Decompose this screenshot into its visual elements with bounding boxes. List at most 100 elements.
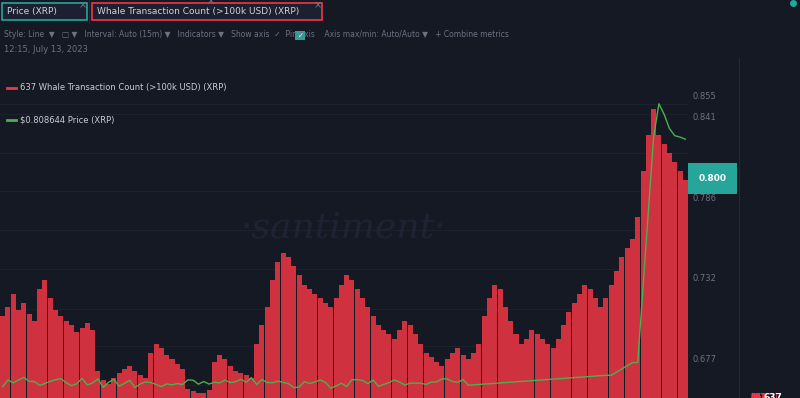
Bar xyxy=(254,343,259,398)
Bar xyxy=(26,314,32,398)
Bar xyxy=(619,258,624,398)
Bar xyxy=(307,289,312,398)
Bar xyxy=(10,294,16,398)
Bar xyxy=(180,369,185,398)
Text: ·santiment·: ·santiment· xyxy=(241,211,447,245)
Bar xyxy=(550,348,555,398)
Bar xyxy=(202,392,206,398)
Text: 0.732: 0.732 xyxy=(693,274,717,283)
Bar xyxy=(143,378,148,398)
Text: $0.808644 Price (XRP): $0.808644 Price (XRP) xyxy=(20,115,114,124)
FancyBboxPatch shape xyxy=(92,3,322,20)
Text: 402: 402 xyxy=(750,393,766,398)
Bar xyxy=(630,239,635,398)
Text: 637: 637 xyxy=(763,393,782,398)
Bar xyxy=(297,275,302,398)
Bar xyxy=(265,307,270,398)
Bar xyxy=(418,343,423,398)
Text: 160: 160 xyxy=(750,393,766,398)
Bar xyxy=(42,280,47,398)
Bar xyxy=(651,109,656,398)
Bar xyxy=(37,289,42,398)
Text: ✓: ✓ xyxy=(298,33,304,39)
Text: 241: 241 xyxy=(750,393,766,398)
Bar xyxy=(492,285,498,398)
Bar xyxy=(577,294,582,398)
Bar xyxy=(249,378,254,398)
Text: 0.786: 0.786 xyxy=(693,194,717,203)
Bar xyxy=(566,312,571,398)
Bar xyxy=(16,310,21,398)
FancyBboxPatch shape xyxy=(295,31,305,40)
Text: 0.841: 0.841 xyxy=(693,113,717,122)
Bar xyxy=(243,375,249,398)
Bar xyxy=(190,391,196,398)
Bar xyxy=(53,310,58,398)
Bar xyxy=(6,307,10,398)
Bar xyxy=(170,359,174,398)
Bar xyxy=(461,355,466,398)
Bar xyxy=(64,321,69,398)
Bar xyxy=(376,326,381,398)
Bar xyxy=(572,303,577,398)
Text: 637 Whale Transaction Count (>100k USD) (XRP): 637 Whale Transaction Count (>100k USD) … xyxy=(20,84,226,92)
Bar xyxy=(683,180,688,398)
Bar xyxy=(667,153,672,398)
Bar xyxy=(154,343,158,398)
Bar xyxy=(413,334,418,398)
Bar xyxy=(48,298,53,398)
Text: Style: Line  ▼   □ ▼   Interval: Auto (15m) ▼   Indicators ▼   Show axis  ✓  Pin: Style: Line ▼ □ ▼ Interval: Auto (15m) ▼… xyxy=(4,30,509,39)
Bar xyxy=(360,298,365,398)
Bar xyxy=(614,271,619,398)
Bar xyxy=(514,334,518,398)
FancyBboxPatch shape xyxy=(688,163,738,194)
Bar xyxy=(392,339,397,398)
Bar xyxy=(423,353,429,398)
Text: ×: × xyxy=(79,0,87,10)
Bar xyxy=(159,348,164,398)
Bar xyxy=(471,353,476,398)
Text: 0.800: 0.800 xyxy=(698,174,726,183)
Bar xyxy=(302,285,307,398)
Bar xyxy=(238,373,243,398)
Bar xyxy=(164,355,170,398)
Bar xyxy=(217,355,222,398)
Bar xyxy=(487,298,492,398)
Bar xyxy=(498,289,502,398)
Bar xyxy=(69,326,74,398)
Bar xyxy=(74,332,79,398)
Text: 0: 0 xyxy=(750,394,756,398)
Bar xyxy=(482,316,486,398)
Bar xyxy=(561,326,566,398)
Bar xyxy=(439,366,445,398)
Bar xyxy=(339,285,344,398)
Bar xyxy=(370,316,376,398)
Bar xyxy=(546,343,550,398)
Bar xyxy=(58,316,63,398)
Bar xyxy=(127,366,132,398)
Bar xyxy=(106,384,111,398)
Text: 80.421: 80.421 xyxy=(750,394,779,398)
Bar xyxy=(174,364,180,398)
Bar xyxy=(556,339,561,398)
Text: ×: × xyxy=(207,0,215,6)
Bar xyxy=(85,323,90,398)
FancyBboxPatch shape xyxy=(2,3,87,20)
Bar xyxy=(286,258,291,398)
Bar xyxy=(466,359,471,398)
Text: 482: 482 xyxy=(750,393,766,398)
Bar xyxy=(79,328,85,398)
Bar xyxy=(386,334,391,398)
Bar xyxy=(540,339,545,398)
Bar xyxy=(402,321,407,398)
Text: ×: × xyxy=(314,0,322,10)
Bar xyxy=(609,285,614,398)
Bar xyxy=(678,171,682,398)
Bar xyxy=(587,289,593,398)
Bar xyxy=(133,371,138,398)
Bar xyxy=(408,326,413,398)
Bar xyxy=(111,378,116,398)
Bar xyxy=(598,307,603,398)
Bar xyxy=(366,307,370,398)
Bar xyxy=(641,171,646,398)
